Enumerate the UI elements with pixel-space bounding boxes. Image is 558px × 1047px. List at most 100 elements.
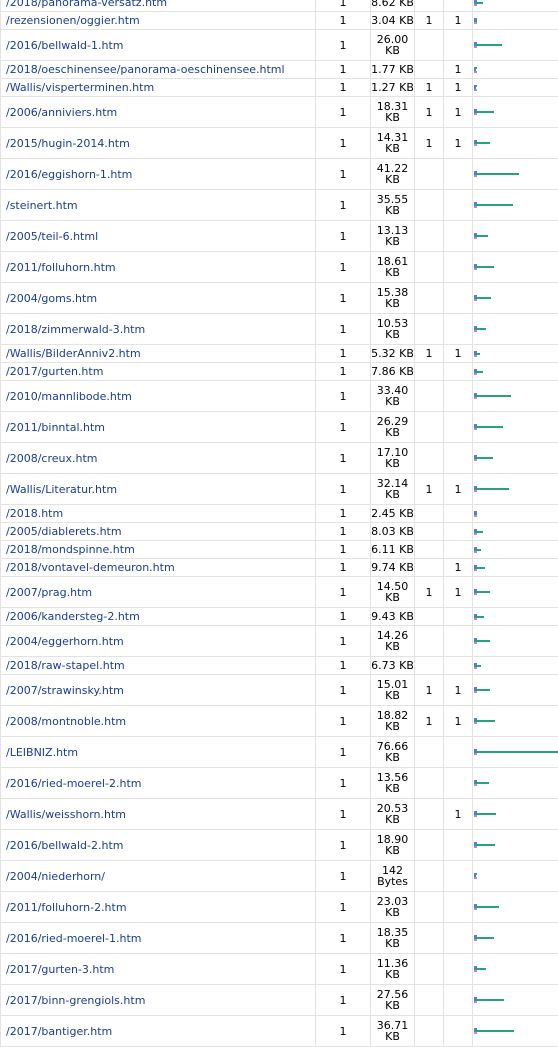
size-cell: 20.53 KB	[370, 798, 415, 830]
hits-bar	[474, 66, 477, 69]
extra-bar	[474, 939, 477, 941]
extra-bar	[474, 784, 477, 786]
url-cell: /2017/bantiger.htm	[0, 1015, 316, 1047]
size-bar	[474, 615, 484, 618]
extra-bar	[474, 532, 477, 535]
page-link[interactable]: /2018.htm	[6, 507, 64, 520]
page-link[interactable]: /2018/oeschinensee/panorama-oeschinensee…	[6, 63, 285, 76]
size-bar	[474, 968, 486, 970]
table-row: /2018.htm 1 2.45 KB	[0, 504, 558, 523]
page-link[interactable]: /2007/strawinsky.htm	[6, 683, 124, 697]
page-link[interactable]: /Wallis/Literatur.htm	[6, 482, 118, 496]
hits-bar	[474, 295, 477, 297]
page-link[interactable]: /2018/vontavel-demeuron.htm	[6, 561, 175, 574]
page-link[interactable]: /2007/prag.htm	[6, 585, 93, 599]
page-link[interactable]: /2017/gurten.htm	[6, 365, 104, 378]
size-value: 14.26	[376, 629, 409, 642]
size-bar	[474, 173, 519, 175]
size-cell: 15.01 KB	[370, 674, 415, 706]
page-link[interactable]: /Wallis/weisshorn.htm	[6, 807, 127, 821]
page-link[interactable]: /2005/diablerets.htm	[6, 525, 122, 538]
hits-cell: 1	[315, 127, 371, 159]
page-link[interactable]: /2018/raw-stapel.htm	[6, 659, 125, 672]
page-link[interactable]: /2006/kandersteg-2.htm	[6, 610, 140, 623]
size-unit: KB	[385, 591, 400, 604]
bar-graph-cell	[472, 60, 558, 79]
url-cell: /2007/strawinsky.htm	[0, 674, 316, 706]
bar-graph-cell	[472, 829, 558, 861]
table-row: /2016/ried-moerel-1.htm 1 18.35 KB	[0, 922, 558, 954]
page-link[interactable]: /2016/ried-moerel-2.htm	[6, 776, 142, 790]
bar-graph-cell	[472, 953, 558, 985]
page-link[interactable]: /2008/montnoble.htm	[6, 714, 127, 728]
size-value: 6.11 KB	[371, 543, 414, 556]
page-link[interactable]: /2004/eggerhorn.htm	[6, 634, 124, 648]
entry-count-cell: 1	[414, 11, 444, 30]
hits-cell: 1	[315, 96, 371, 128]
size-unit: KB	[385, 751, 400, 764]
table-row: /Wallis/weisshorn.htm 1 20.53 KB 1	[0, 798, 558, 830]
size-bar	[474, 235, 488, 237]
page-link[interactable]: /Wallis/visperterminen.htm	[6, 81, 155, 94]
page-link[interactable]: /2016/eggishorn-1.htm	[6, 167, 133, 181]
size-cell: 9.43 KB	[370, 607, 415, 626]
url-cell: /2018/raw-stapel.htm	[0, 656, 316, 675]
hits-cell: 1	[315, 625, 371, 657]
page-link[interactable]: /steinert.htm	[6, 198, 78, 212]
size-unit: KB	[385, 782, 400, 795]
bar-graph-cell	[472, 656, 558, 675]
page-link[interactable]: /2018/mondspinne.htm	[6, 543, 135, 556]
page-link[interactable]: /Wallis/BilderAnniv2.htm	[6, 347, 141, 360]
extra-bar	[474, 970, 477, 972]
size-unit: KB	[385, 457, 400, 470]
page-link[interactable]: /LEIBNIZ.htm	[6, 745, 79, 759]
size-bar	[474, 19, 477, 22]
bar-graph-cell	[472, 29, 558, 61]
page-link[interactable]: /2016/bellwald-2.htm	[6, 838, 124, 852]
page-link[interactable]: /2011/binntal.htm	[6, 420, 105, 434]
size-bar	[474, 512, 477, 515]
page-link[interactable]: /2017/binn-grengiols.htm	[6, 993, 146, 1007]
exit-count-cell	[443, 953, 473, 985]
page-link[interactable]: /2011/folluhorn-2.htm	[6, 900, 127, 914]
hits-cell: 1	[315, 922, 371, 954]
page-link[interactable]: /2018/zimmerwald-3.htm	[6, 322, 146, 336]
exit-count-cell: 1	[443, 11, 473, 30]
page-link[interactable]: /rezensionen/oggier.htm	[6, 14, 140, 27]
page-link[interactable]: /2006/anniviers.htm	[6, 105, 118, 119]
table-row: /2018/raw-stapel.htm 1 6.73 KB	[0, 656, 558, 675]
entry-count-cell	[414, 411, 444, 443]
page-link[interactable]: /2017/gurten-3.htm	[6, 962, 115, 976]
size-unit: KB	[385, 395, 400, 408]
page-link[interactable]: /2008/creux.htm	[6, 451, 98, 465]
size-cell: 23.03 KB	[370, 891, 415, 923]
page-link[interactable]: /2017/bantiger.htm	[6, 1024, 113, 1038]
entry-count-cell	[414, 504, 444, 523]
page-link[interactable]: /2004/goms.htm	[6, 291, 98, 305]
size-bar	[474, 664, 481, 667]
exit-count-cell: 1	[443, 96, 473, 128]
size-cell: 18.61 KB	[370, 251, 415, 283]
size-value: 26.29	[376, 415, 409, 428]
url-cell: /2005/teil-6.html	[0, 220, 316, 252]
page-link[interactable]: /2016/bellwald-1.htm	[6, 38, 124, 52]
hits-bar	[474, 17, 477, 20]
hits-bar	[474, 546, 477, 549]
hits-bar	[474, 109, 477, 111]
page-link[interactable]: /2004/niederhorn/	[6, 869, 105, 883]
extra-bar	[474, 237, 477, 239]
page-link[interactable]: /2010/mannlibode.htm	[6, 389, 132, 403]
page-link[interactable]: /2016/ried-moerel-1.htm	[6, 931, 142, 945]
bar-graph-cell	[472, 189, 558, 221]
page-link[interactable]: /2018/panorama-versatz.htm	[6, 0, 168, 9]
bar-graph-cell	[472, 442, 558, 474]
page-link[interactable]: /2011/folluhorn.htm	[6, 260, 116, 274]
exit-count-cell: 1	[443, 60, 473, 79]
table-row: /2016/ried-moerel-2.htm 1 13.56 KB	[0, 767, 558, 799]
page-link[interactable]: /2015/hugin-2014.htm	[6, 136, 130, 150]
size-bar	[474, 426, 503, 428]
page-link[interactable]: /2005/teil-6.html	[6, 229, 99, 243]
size-value: 15.01	[376, 678, 409, 691]
url-cell: /2018/oeschinensee/panorama-oeschinensee…	[0, 60, 316, 79]
hits-cell: 1	[315, 953, 371, 985]
